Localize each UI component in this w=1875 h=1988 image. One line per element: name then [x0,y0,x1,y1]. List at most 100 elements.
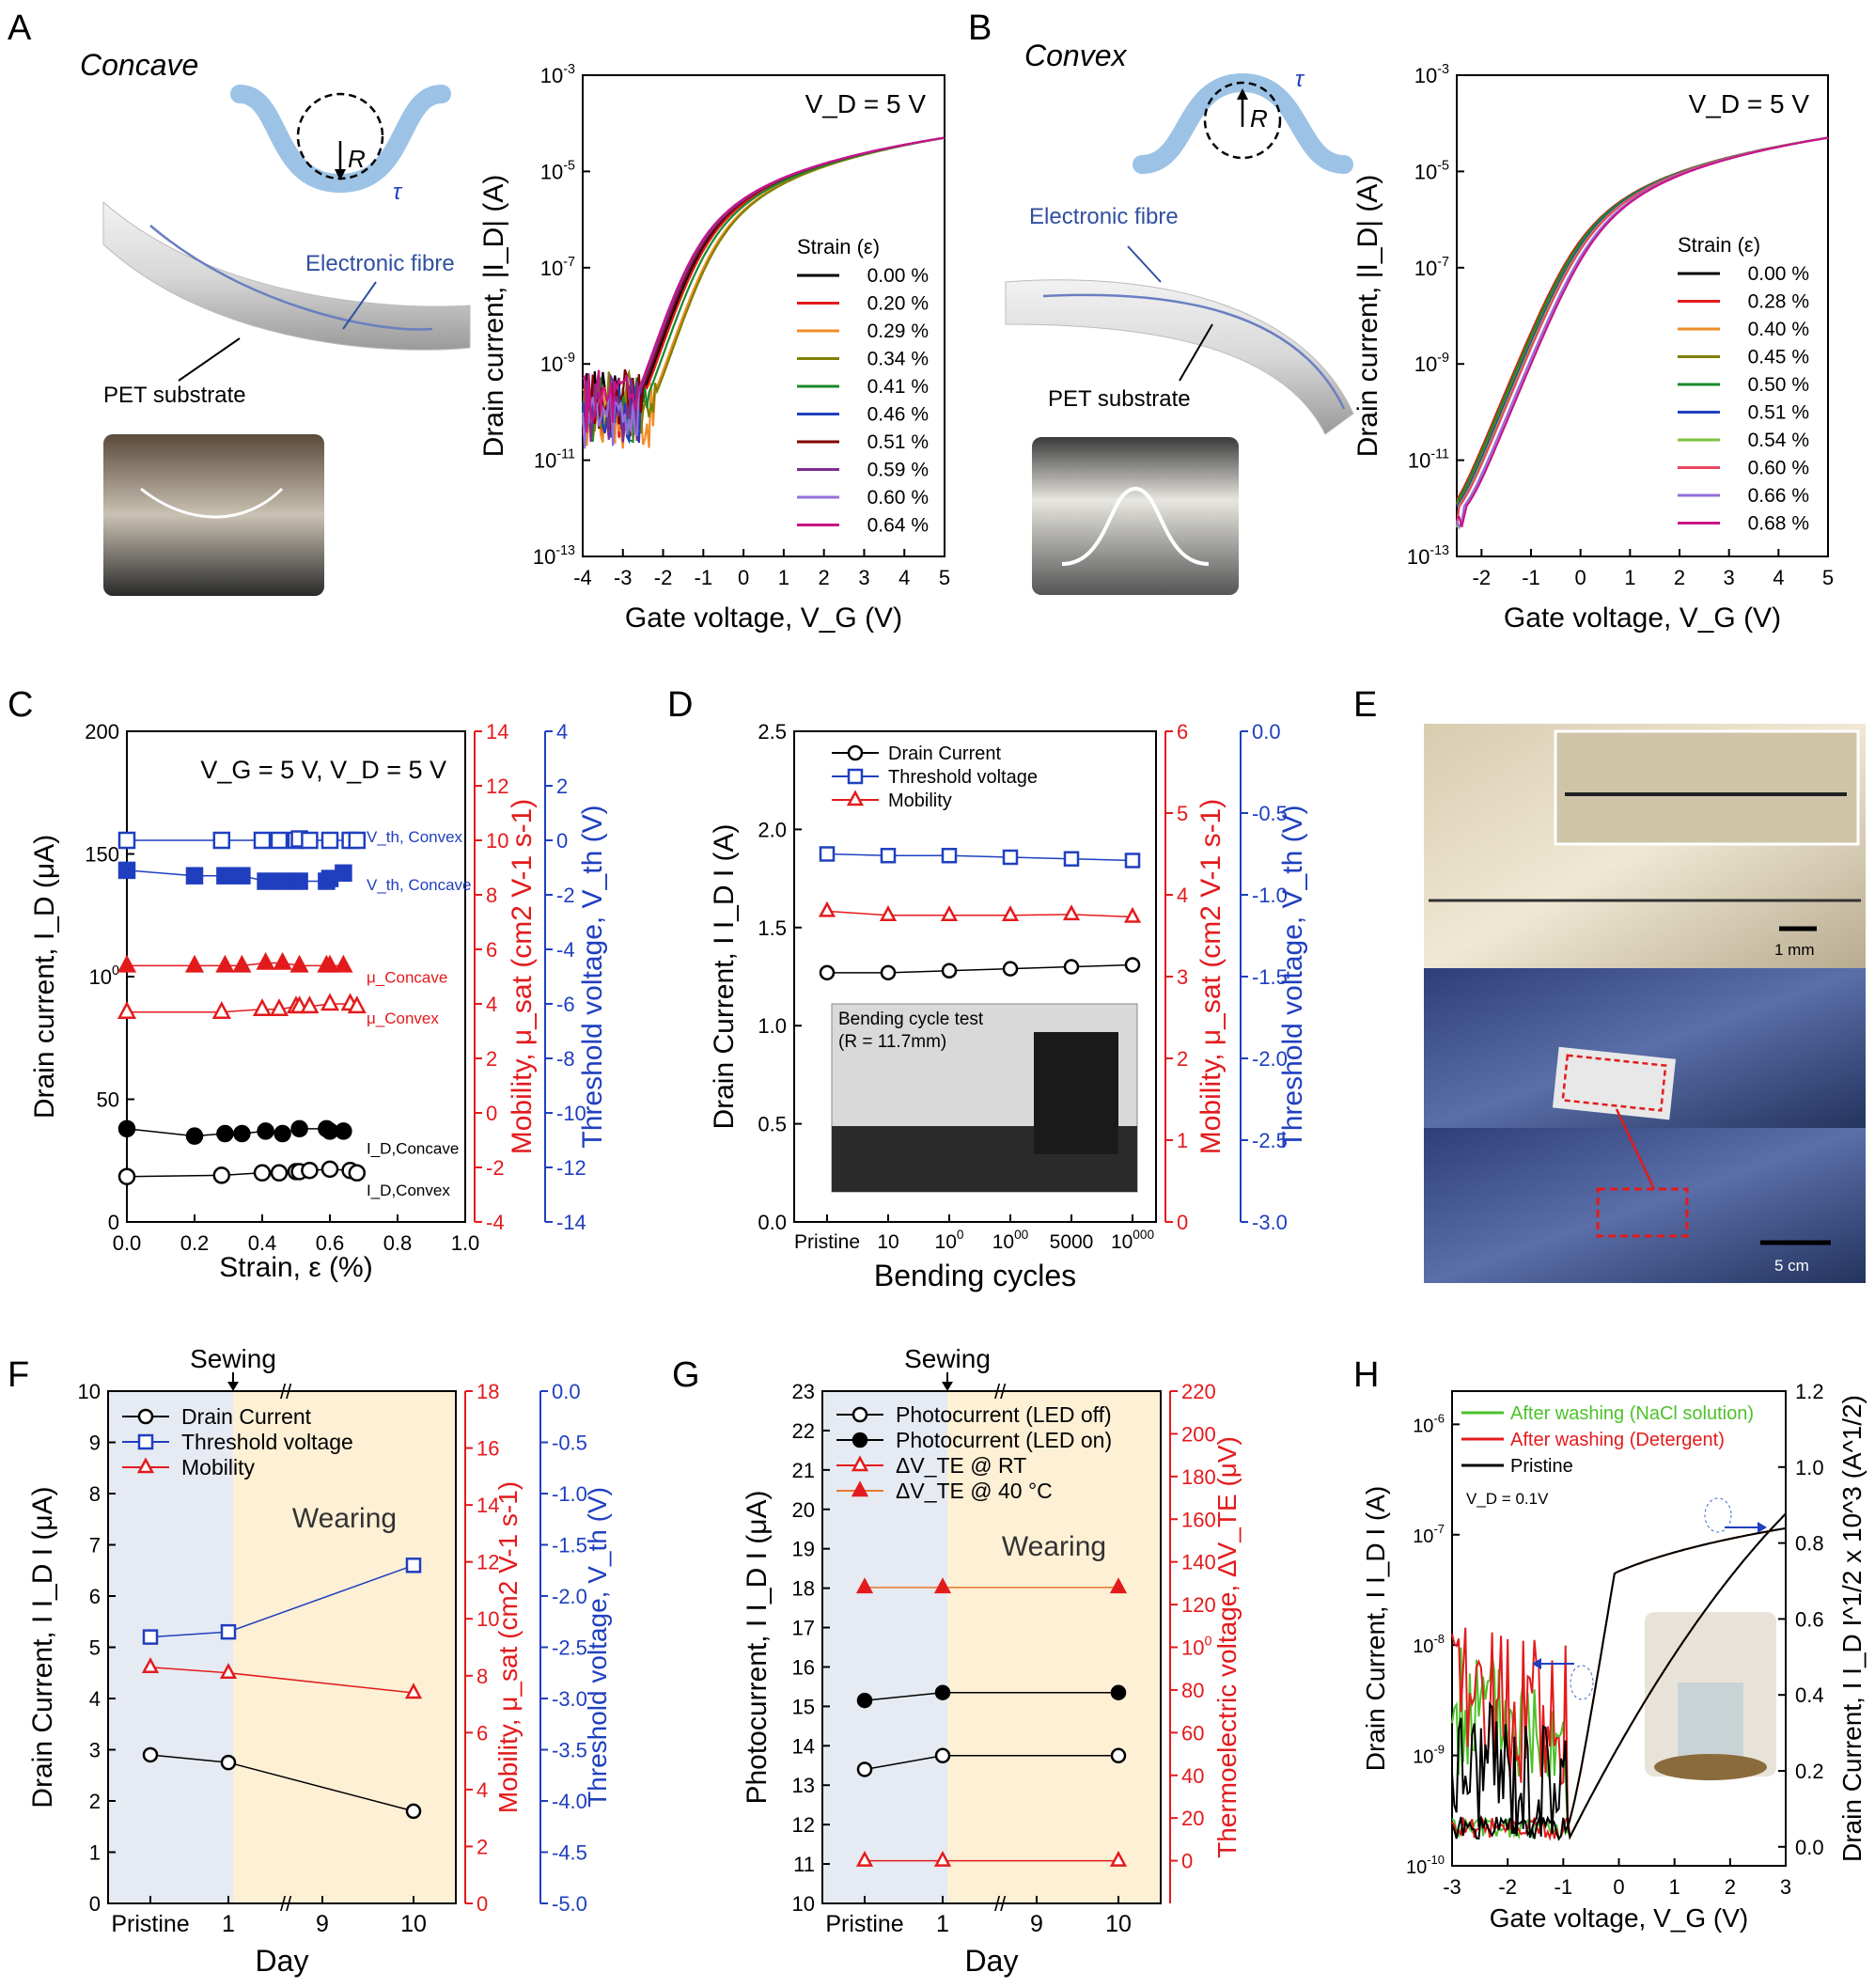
y-tick-label: 13 [792,1774,815,1797]
x-tick-label: 1 [1624,566,1635,589]
convex-photo [1032,437,1239,595]
vth-axis-tick-label: 4 [556,720,568,744]
x-tick-label: 0.0 [113,1231,142,1255]
convex-electronic-fibre [1042,293,1346,410]
x-tick-label: -1 [1555,1875,1573,1899]
y-axis-label: Drain current, |I_D| (A) [1352,175,1383,458]
data-point [819,964,836,981]
y-tick-label: 16 [792,1655,815,1679]
mobility-axis-tick-label: 4 [477,1778,488,1802]
mobility-axis-tick-label: 16 [477,1437,499,1461]
x-tick-label: -2 [1473,566,1492,589]
convex-title: Convex [1024,39,1128,72]
y-tick-label: 0.0 [758,1211,787,1234]
legend-label: 0.68 % [1748,513,1809,535]
panel-label-e: E [1353,685,1377,725]
x-tick-label: 5 [1822,566,1834,589]
mobility-axis-tick-label: 14 [486,720,508,744]
vth-axis-tick-label: -2.0 [552,1585,587,1608]
wearing-region [947,1391,1161,1903]
vth-axis-tick-label: -5.0 [552,1892,587,1916]
x-axis-label: Bending cycles [874,1259,1076,1292]
data-point [273,872,291,890]
concave-cross-section [230,85,451,194]
data-point [940,905,959,921]
panel-label-h: H [1353,1355,1379,1395]
convex-illustration: Convex R τ Electronic fibre PET substrat… [1005,39,1354,595]
x-axis-label: Gate voltage, V_G (V) [1504,603,1781,634]
legend-label: 0.66 % [1748,485,1809,507]
y-tick-label: 10-5 [540,158,575,183]
x-tick-label: 0.2 [180,1231,210,1255]
data-point [257,1122,274,1140]
y-tick-label-right: 1.0 [1795,1456,1824,1479]
vth-axis-tick-label: 0.0 [552,1380,581,1403]
vth-axis-tick-label: -14 [556,1211,586,1234]
y-tick-label: 18 [792,1577,815,1601]
mobility-axis-tick-label: 8 [477,1665,488,1688]
convex-radius-circle [1203,81,1282,160]
legend-label: 0.64 % [867,515,929,537]
mobility-axis-tick-label: 12 [477,1551,499,1574]
vth-axis-tick-label: 0.0 [1252,720,1281,744]
sewing-label: Sewing [190,1344,276,1373]
y-tick-label: 2.0 [758,818,787,841]
data-point [1063,959,1080,975]
x-tick-label: 10 [400,1911,427,1937]
mobility-axis-tick-label: 4 [1177,884,1188,907]
data-point [117,954,137,973]
x-tick-label: -3 [1443,1875,1461,1899]
data-point [320,993,340,1011]
vth-axis-tick-label: -2 [556,884,575,907]
x-axis-label: Gate voltage, V_G (V) [1490,1903,1748,1933]
legend-label: Mobility [888,791,952,811]
data-point [253,831,272,850]
data-point [880,964,897,981]
y-tick-label: 1.5 [758,916,787,940]
vth-axis-tick-label: -4 [556,938,575,962]
legend-label: 0.54 % [1748,430,1809,451]
collar-patch-mark [1561,1054,1667,1112]
data-point [1124,853,1141,869]
collar-link [1615,1108,1656,1190]
data-point [220,1623,237,1640]
chart-D: Pristine 10 100 1000 5000 100000.00.51.01.52.… [709,720,1308,1292]
legend-marker [136,1457,155,1474]
data-point [289,954,309,973]
legend-label: Drain Current [888,744,1001,764]
legend-title: Strain (ε) [797,235,880,258]
mobility-axis-tick-label: 6 [1177,720,1188,744]
y-tick-label-right: 0.4 [1795,1683,1824,1707]
data-point [270,831,289,850]
mobility-axis-tick-label: 4 [486,993,497,1016]
legend-marker [137,1433,154,1450]
y-tick-label: 14 [792,1734,815,1758]
y-tick-label: 5 [89,1636,101,1660]
fabric-inset [1554,729,1860,846]
y-tick-label: 10-13 [533,543,575,569]
te-axis-tick-label: 0 [1181,1850,1193,1873]
legend-label: After washing (Detergent) [1510,1430,1725,1450]
data-point [1002,849,1019,866]
data-point [1110,1747,1127,1764]
scale-label-5cm: 5 cm [1774,1257,1809,1275]
data-point [1109,1850,1128,1867]
x-tick-label: 4 [1773,566,1784,589]
y-tick-label: 10-9 [540,351,575,376]
data-point [185,1127,204,1145]
x-tick-label: Pristine [825,1911,903,1937]
scale-label-1mm: 1 mm [1774,941,1815,959]
y-axis-label-mobility: Mobility, μ_sat (cm2 V-1 s-1) [493,1481,523,1813]
x-tick-label: Pristine [794,1231,860,1253]
series-line-sqrt [1451,1512,1787,1841]
legend-marker [851,1480,869,1497]
legend-label: 0.28 % [1748,291,1809,313]
data-point [335,864,352,883]
y-tick-label: 200 [85,720,119,744]
data-point [184,954,205,973]
legend-label: 0.34 % [867,349,929,370]
pet-arrow [178,337,241,382]
legend-label: 0.50 % [1748,374,1809,396]
mobility-axis-tick-label: 10 [477,1607,499,1631]
